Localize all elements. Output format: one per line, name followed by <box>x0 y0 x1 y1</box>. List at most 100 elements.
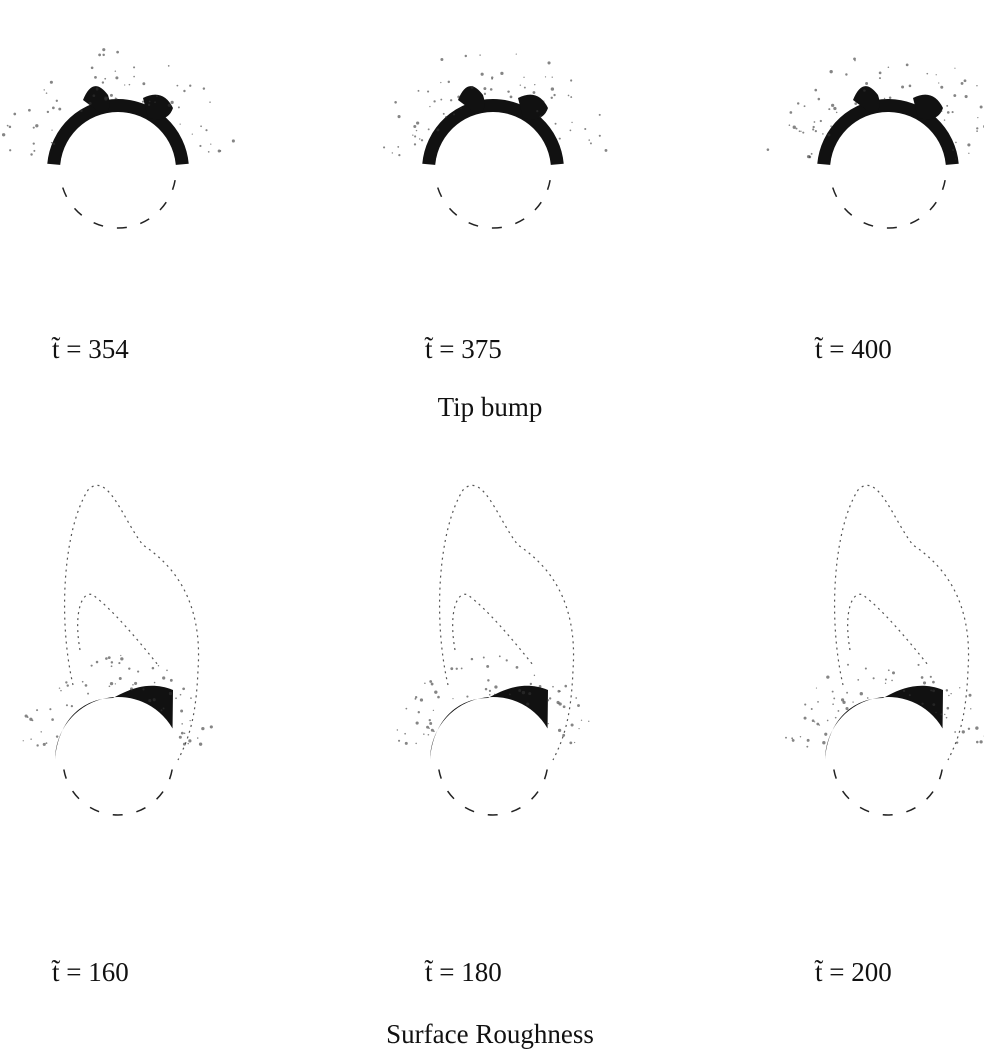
flow-dot <box>879 72 882 75</box>
flow-dot <box>976 85 977 86</box>
flow-dot <box>88 102 91 105</box>
flow-dot <box>976 130 978 132</box>
flow-dot <box>40 731 41 732</box>
flow-dot <box>67 684 69 686</box>
flow-dot <box>120 655 121 656</box>
flow-dot <box>93 94 96 97</box>
flow-dot <box>954 68 955 69</box>
flow-dot <box>428 128 430 130</box>
flow-dot <box>518 689 521 692</box>
flow-dot <box>46 92 48 94</box>
flow-dot <box>526 702 529 705</box>
flow-dot <box>574 742 575 743</box>
flow-dot <box>563 705 566 708</box>
flow-dot <box>208 151 210 153</box>
flow-dot <box>946 105 948 107</box>
flow-dot <box>133 76 135 78</box>
flow-dot <box>820 120 822 122</box>
flow-dot <box>533 91 536 94</box>
flow-dot <box>817 701 819 703</box>
flow-dot <box>398 740 400 742</box>
flow-dot <box>785 737 787 739</box>
flow-dot <box>520 84 521 85</box>
flow-dot <box>9 126 11 128</box>
flow-dot <box>133 66 135 68</box>
flow-dot <box>551 97 553 99</box>
flow-dot <box>457 95 460 98</box>
flow-dot <box>429 680 432 683</box>
flow-dot <box>51 142 53 144</box>
flow-dot <box>818 98 821 101</box>
flow-dot <box>947 111 950 114</box>
flow-dot <box>551 87 554 90</box>
flow-dot <box>865 82 868 85</box>
caption: Tip bump <box>438 392 543 422</box>
flow-dot <box>965 95 968 98</box>
flow-dot <box>29 718 32 721</box>
flow-dot <box>796 128 798 130</box>
flow-dot <box>540 115 542 117</box>
flow-dot <box>838 710 840 712</box>
flow-dot <box>433 710 434 711</box>
flow-dot <box>434 690 437 693</box>
flow-dot <box>94 76 97 79</box>
flow-dot <box>605 149 608 152</box>
flow-dot <box>556 701 559 704</box>
flow-dot <box>936 74 937 75</box>
flow-dot <box>427 90 429 92</box>
flow-dot <box>152 667 155 670</box>
flow-dot <box>569 741 572 744</box>
flow-dot <box>790 111 793 114</box>
flow-dot <box>188 739 191 742</box>
flow-dot <box>111 665 113 667</box>
flow-dot <box>964 79 967 82</box>
flow-dot <box>547 61 550 64</box>
flow-dot <box>807 155 810 158</box>
flow-dot <box>30 153 32 155</box>
flow-dot <box>104 78 106 80</box>
flow-dot <box>453 113 455 115</box>
flow-dot <box>49 708 51 710</box>
flow-dot <box>510 96 513 99</box>
flow-dot <box>789 124 791 126</box>
flow-dot <box>926 73 928 75</box>
flow-dot <box>975 726 978 729</box>
flow-dot <box>873 677 875 679</box>
flow-dot <box>507 90 509 92</box>
flow-dot <box>28 109 31 112</box>
flow-dot <box>33 150 35 152</box>
flow-dot <box>110 682 113 685</box>
flow-dot <box>429 106 430 107</box>
flow-dot <box>944 714 945 715</box>
flow-dot <box>60 690 62 692</box>
flow-dot <box>190 697 192 699</box>
flow-dot <box>201 727 204 730</box>
flow-dot <box>91 66 94 69</box>
flow-dot <box>43 743 46 746</box>
flow-dot <box>418 90 420 92</box>
flow-dot <box>553 94 555 96</box>
flow-dot <box>921 676 924 679</box>
flow-dot <box>66 704 68 706</box>
panel-image <box>785 485 984 815</box>
flow-dot <box>792 739 795 742</box>
flow-dot <box>205 129 207 131</box>
flow-dot <box>181 723 183 725</box>
flow-dot <box>833 698 835 700</box>
flow-dot <box>797 102 799 104</box>
flow-dot <box>220 150 222 152</box>
flow-dot <box>932 703 935 706</box>
flow-dot <box>96 661 99 664</box>
flow-dot <box>47 111 49 113</box>
flow-dot <box>102 48 105 51</box>
flow-dot <box>970 708 971 709</box>
flow-dot <box>811 708 813 710</box>
flow-dot <box>440 99 442 101</box>
flow-dot <box>416 121 419 124</box>
time-label: t̃ = 354 <box>51 334 129 364</box>
flow-dot <box>852 701 853 702</box>
flow-dot <box>50 81 53 84</box>
flow-dot <box>137 671 139 673</box>
flow-dot <box>528 692 531 695</box>
